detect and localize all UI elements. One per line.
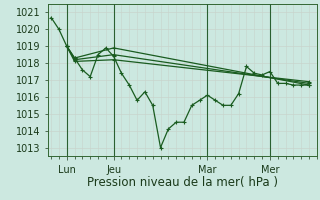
X-axis label: Pression niveau de la mer( hPa ): Pression niveau de la mer( hPa ) bbox=[87, 176, 278, 189]
